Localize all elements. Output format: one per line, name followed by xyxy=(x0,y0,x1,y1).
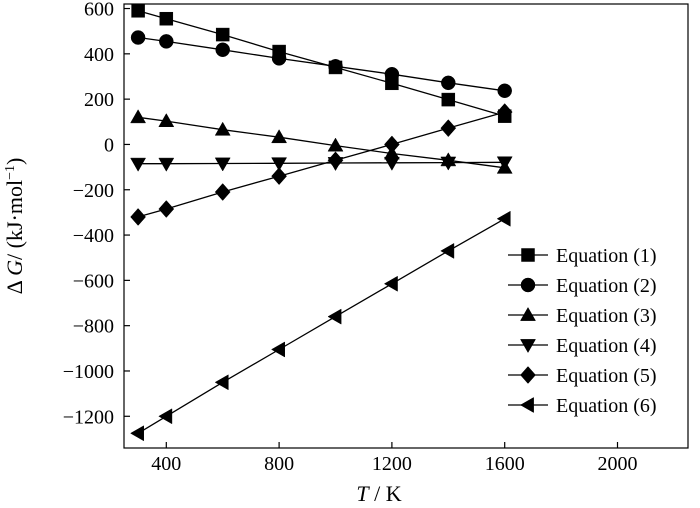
legend-label: Equation (2) xyxy=(556,275,657,297)
data-point xyxy=(131,4,145,18)
data-point xyxy=(384,66,400,82)
axes: 400 800 1200 1600 20006004002000−200−400−600… xyxy=(63,0,689,475)
legend-label: Equation (6) xyxy=(556,395,657,417)
data-point xyxy=(159,11,174,26)
data-point xyxy=(383,156,400,171)
data-point xyxy=(441,92,456,107)
y-tick-label: −400 xyxy=(73,225,114,247)
plot-frame xyxy=(123,3,689,449)
data-point xyxy=(271,341,285,358)
series-line xyxy=(137,111,505,218)
y-tick-label: 0 xyxy=(104,134,114,156)
data-point xyxy=(271,51,287,66)
legend-marker xyxy=(520,339,536,354)
data-point xyxy=(327,308,342,325)
data-point xyxy=(384,135,400,154)
y-tick-label: −1200 xyxy=(63,406,114,428)
legend-marker xyxy=(520,306,536,321)
x-tick-label: 2000 xyxy=(598,453,638,475)
data-point xyxy=(271,129,288,144)
legend-entry: Equation (1) xyxy=(508,245,657,267)
data-point xyxy=(496,210,511,227)
data-point xyxy=(383,275,398,292)
data-point xyxy=(158,200,175,218)
legend-marker xyxy=(521,248,535,262)
series-line xyxy=(138,36,505,92)
x-tick-label: 800 xyxy=(264,453,294,475)
data-point xyxy=(497,83,512,99)
data-point xyxy=(496,103,513,121)
legend-entry: Equation (3) xyxy=(508,305,657,327)
data-point xyxy=(271,167,287,186)
data-point xyxy=(440,119,457,138)
plot-area xyxy=(130,4,513,442)
legend-entry: Equation (4) xyxy=(508,335,657,357)
data-point xyxy=(214,121,231,136)
data-point xyxy=(214,183,231,201)
data-point xyxy=(214,157,231,172)
legend: Equation (1) Equation (2) Equation (3) Equa… xyxy=(508,245,657,417)
data-point xyxy=(327,151,344,170)
y-tick-label: −200 xyxy=(73,180,114,202)
data-point xyxy=(158,113,175,127)
x-tick-label: 1200 xyxy=(372,453,412,475)
data-point xyxy=(130,208,146,226)
data-point xyxy=(215,42,230,58)
series-line xyxy=(137,10,505,117)
legend-marker xyxy=(520,366,536,384)
data-point xyxy=(496,156,513,171)
legend-entry: Equation (5) xyxy=(508,365,657,387)
legend-label: Equation (5) xyxy=(556,365,657,387)
data-point xyxy=(158,157,175,172)
data-point xyxy=(440,156,457,171)
legend-label: Equation (4) xyxy=(556,335,657,357)
series-6 xyxy=(130,210,511,442)
data-point xyxy=(215,27,230,42)
y-tick-label: 400 xyxy=(84,44,114,66)
legend-marker xyxy=(519,397,534,413)
y-tick-label: −1000 xyxy=(63,361,114,383)
y-tick-label: 200 xyxy=(84,89,114,111)
series-2 xyxy=(130,30,512,99)
legend-marker xyxy=(520,277,536,293)
series-line xyxy=(138,116,505,169)
legend-entry: Equation (2) xyxy=(508,275,657,297)
data-point xyxy=(130,425,144,442)
y-axis-title: Δ G/ (kJ·mol−1) xyxy=(2,158,27,295)
y-tick-label: 600 xyxy=(84,0,114,21)
data-point xyxy=(327,137,344,152)
x-tick-label: 400 xyxy=(151,453,181,475)
series-3 xyxy=(130,109,513,174)
y-tick-label: −800 xyxy=(73,316,114,338)
legend-entry: Equation (6) xyxy=(508,395,657,417)
data-point xyxy=(271,157,288,172)
x-tick-label: 1600 xyxy=(485,453,525,475)
y-tick-label: −600 xyxy=(73,270,114,292)
x-axis-title: T / K xyxy=(356,481,401,506)
data-point xyxy=(130,157,147,172)
series-line xyxy=(138,161,505,165)
data-point xyxy=(441,75,456,91)
legend-label: Equation (3) xyxy=(556,305,657,327)
series-line xyxy=(137,218,506,434)
data-point xyxy=(130,109,147,124)
legend-label: Equation (1) xyxy=(556,245,657,267)
data-point xyxy=(440,242,455,259)
series-5 xyxy=(130,103,513,226)
data-point xyxy=(159,34,174,49)
data-point xyxy=(130,30,146,45)
data-point xyxy=(328,59,343,74)
data-point xyxy=(214,374,229,391)
data-point xyxy=(158,408,173,425)
series-1 xyxy=(131,4,512,123)
